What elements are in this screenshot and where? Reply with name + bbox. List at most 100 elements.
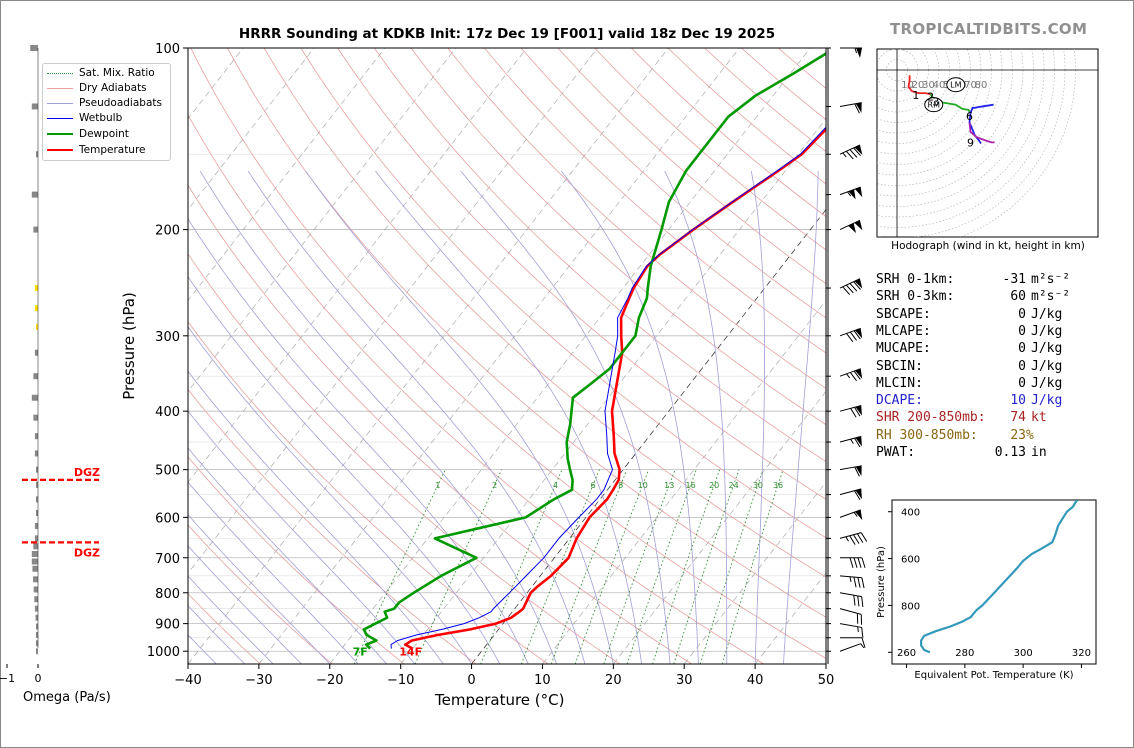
omega-bar: [34, 605, 38, 612]
barb-flag: [854, 437, 861, 448]
omega-bar: [34, 285, 38, 292]
index-unit: kt: [1031, 410, 1047, 426]
dry-adiabat: [188, 184, 692, 664]
hodograph-clip: 1020304050607080LMRM12369: [877, 49, 1098, 237]
barb-pennant: [855, 368, 863, 379]
hodograph-trace: [969, 103, 994, 114]
barb-pennant: [855, 405, 862, 416]
dry-adiabat: [188, 593, 261, 664]
ring-label: 10: [901, 80, 914, 91]
wind-barb: [840, 47, 862, 58]
mixing-ratio-label: 6: [591, 481, 596, 490]
index-unit: J/kg: [1031, 358, 1063, 374]
barb-half: [847, 191, 852, 197]
dry-adiabat: [337, 48, 826, 500]
theta-x-label: Equivalent Pot. Temperature (K): [914, 670, 1073, 681]
pseudoadiabat: [375, 170, 643, 664]
barb-staff: [839, 278, 861, 289]
x-tick-label: 30: [676, 673, 693, 688]
pseudoadiabat: [188, 218, 529, 664]
omega-bar: [33, 543, 38, 550]
pseudoadiabat: [750, 171, 765, 664]
wetbulb-profile: [390, 126, 826, 649]
barb-flag: [853, 557, 858, 568]
wind-barb: [839, 144, 863, 160]
barb-flag: [853, 576, 857, 588]
index-label: PWAT:: [876, 445, 916, 460]
y-tick-label: 100: [155, 42, 180, 57]
barb-staff: [839, 608, 862, 615]
barb-flag: [846, 333, 854, 343]
barb-staff: [839, 144, 861, 155]
mixing-ratio-label: 4: [553, 481, 558, 490]
barb-flag: [845, 284, 854, 294]
mixing-ratio-line: [414, 469, 503, 664]
x-tick-label: −20: [316, 673, 343, 688]
isotherm: [329, 48, 811, 664]
barb-staff: [839, 404, 862, 412]
legend-swatch: [47, 87, 73, 89]
x-tick-label: −40: [174, 673, 201, 688]
barb-pennant: [854, 278, 863, 289]
barb-flag: [850, 408, 857, 418]
omega-bar: [34, 305, 38, 312]
barb-half: [857, 626, 859, 632]
omega-bar: [33, 586, 38, 593]
omega-bar: [33, 373, 38, 380]
omega-bar: [33, 576, 38, 583]
barb-flag: [857, 557, 862, 568]
mixing-ratio-label: 1: [435, 481, 440, 490]
isotherm: [188, 48, 386, 302]
pseudoadiabat: [188, 575, 274, 664]
skewt-profiles: 14F 7F: [353, 52, 826, 659]
mixing-ratio-line: [699, 469, 764, 664]
barb-flag: [857, 577, 861, 588]
dry-adiabat: [188, 456, 405, 664]
isotherm: [400, 118, 826, 664]
wind-barb: [839, 435, 862, 448]
wind-barb: [839, 186, 863, 200]
index-label: SRH 0-1km:: [876, 272, 955, 287]
barb-half: [846, 373, 851, 379]
y-tick-label: 800: [155, 587, 180, 602]
storm-motion-label: LM: [950, 81, 961, 90]
barb-half: [854, 47, 857, 54]
barb-half: [849, 576, 852, 582]
legend-label: Dewpoint: [79, 128, 129, 140]
index-value: 23: [1010, 427, 1026, 443]
isotherm: [613, 390, 826, 664]
legend-swatch: [47, 149, 73, 151]
theta-x-tick-label: 260: [897, 648, 916, 659]
ring-label: 20: [912, 80, 925, 91]
wind-barb: [839, 509, 863, 520]
wind-barb: [839, 532, 868, 545]
isotherm: [188, 48, 669, 664]
hodograph-trace: [968, 122, 995, 144]
barb-flag: [856, 613, 859, 624]
pseudoadiabat: [188, 634, 217, 664]
pseudoadiabat: [188, 605, 245, 664]
ring-label: 40: [933, 80, 946, 91]
pseudoadiabat: [188, 514, 331, 664]
omega-bar: [31, 551, 38, 558]
legend-swatch: [47, 117, 73, 119]
pseudoadiabat: [783, 171, 819, 664]
ring-label: 80: [975, 80, 988, 91]
pseudoadiabat: [561, 170, 699, 664]
index-label: MUCAPE:: [876, 341, 931, 357]
dry-adiabat: [410, 48, 826, 426]
omega-bar: [36, 466, 38, 473]
plot-frame: [187, 47, 827, 665]
y-tick-label: 500: [155, 464, 180, 479]
legend-label: Sat. Mix. Ratio: [79, 67, 155, 79]
omega-bar: [34, 349, 38, 356]
wind-barb: [839, 592, 864, 608]
barb-flag: [854, 490, 861, 500]
legend-label: Temperature: [79, 144, 146, 156]
barb-flag: [849, 283, 858, 292]
wind-barb: [839, 608, 863, 625]
barb-flag: [853, 281, 861, 290]
dry-adiabat: [227, 48, 826, 618]
index-value: 74: [1010, 410, 1026, 426]
storm-motion-marker: [946, 77, 966, 93]
